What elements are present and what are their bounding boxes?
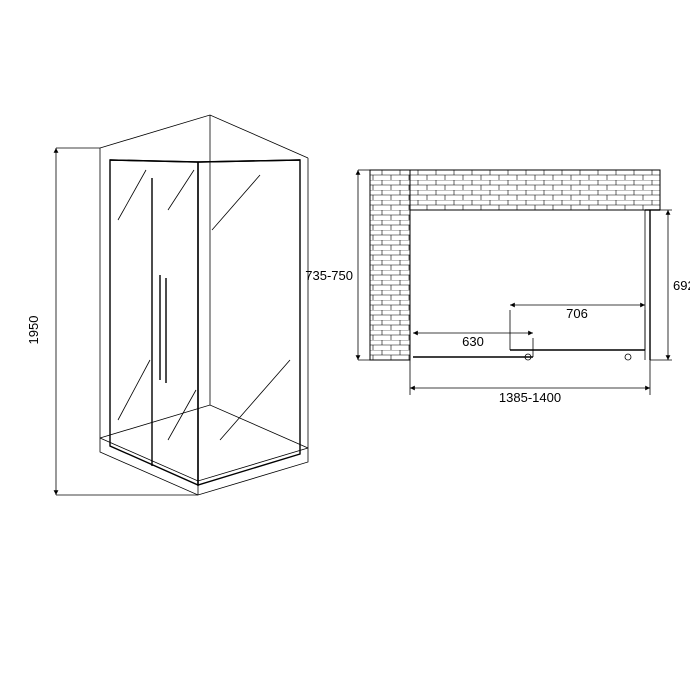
door-track bbox=[413, 350, 645, 360]
depth-right-dimension: 692 bbox=[650, 210, 690, 360]
door-fixed-dimension: 630 bbox=[413, 333, 533, 349]
depth-left-label: 735-750 bbox=[305, 268, 353, 283]
depth-right-label: 692 bbox=[673, 278, 690, 293]
side-panel bbox=[198, 160, 300, 485]
width-total-dimension: 1385-1400 bbox=[410, 388, 650, 405]
technical-drawing: 1950 735- bbox=[0, 0, 690, 690]
wall-left bbox=[370, 170, 410, 360]
front-left-panel bbox=[110, 160, 198, 485]
height-label: 1950 bbox=[26, 316, 41, 345]
door-slide-dimension: 706 bbox=[510, 305, 645, 321]
door-fixed-label: 630 bbox=[462, 334, 484, 349]
wall-top bbox=[370, 170, 660, 210]
width-total-label: 1385-1400 bbox=[499, 390, 561, 405]
isometric-view: 1950 bbox=[26, 115, 308, 495]
plan-view: 735-750 692 1385-1400 630 706 bbox=[305, 170, 690, 405]
door-slide-label: 706 bbox=[566, 306, 588, 321]
